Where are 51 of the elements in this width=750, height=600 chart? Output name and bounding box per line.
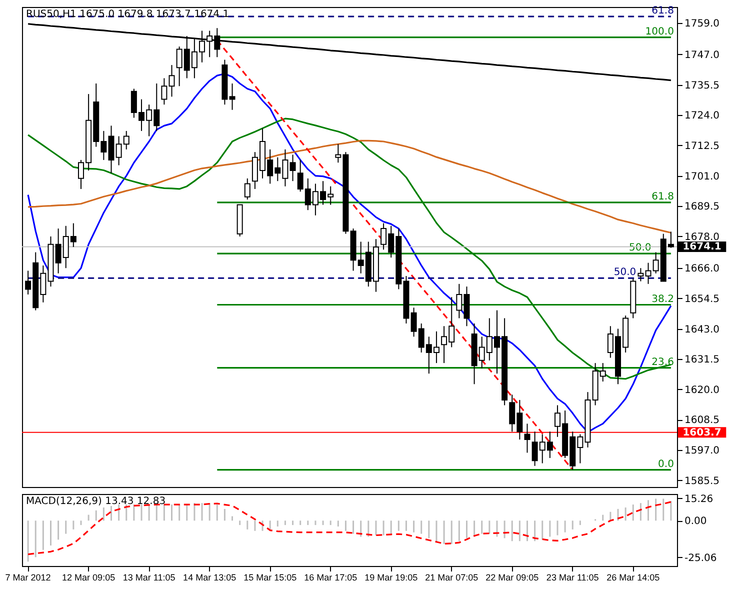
- series-label: 61.8: [652, 5, 674, 16]
- series-label: 100.0: [645, 26, 674, 38]
- y-tick-label: 1597.0: [684, 446, 720, 457]
- ref-line-label: 1674.1: [682, 242, 722, 253]
- line-series: [27, 23, 672, 82]
- candlestick: [161, 78, 168, 106]
- y-tick-label: 1759.0: [684, 18, 720, 30]
- x-tick-label: 21 Mar 07:05: [425, 572, 478, 582]
- x-tick-label: 13 Mar 11:05: [122, 572, 176, 582]
- x-tick-label: 26 Mar 14:05: [606, 572, 660, 582]
- series-label: 23.6: [652, 356, 674, 368]
- x-tick-label: 22 Mar 09:05: [486, 572, 539, 582]
- y-tick-label: 1608.5: [684, 415, 720, 426]
- x-tick-label: 15 Mar 15:05: [244, 572, 297, 582]
- candlestick: [168, 64, 175, 98]
- candlestick: [638, 268, 644, 282]
- candlestick: [290, 154, 296, 182]
- series-label: 0.0: [658, 458, 674, 470]
- y-tick-label: 1654.5: [684, 294, 720, 305]
- candlestick: [524, 423, 530, 454]
- y-tick-label: 1712.5: [684, 140, 720, 152]
- y-tick-label: 1689.5: [684, 202, 720, 213]
- line-series: [27, 72, 672, 433]
- line-series: [27, 118, 672, 380]
- y-tick-label: 0.00: [684, 516, 707, 528]
- y-tick-label: 1585.5: [684, 476, 720, 487]
- y-tick-label: 1678.0: [684, 232, 720, 243]
- series-label: 50.0: [614, 267, 636, 278]
- candlestick: [244, 178, 250, 200]
- x-tick-label: 14 Mar 13:05: [183, 572, 236, 582]
- y-tick-label: 1701.0: [684, 171, 720, 182]
- x-tick-label: 16 Mar 17:05: [304, 572, 358, 582]
- y-tick-label: 1747.0: [684, 50, 720, 61]
- y-tick-label: 1724.0: [684, 110, 720, 122]
- line-series: [27, 140, 672, 234]
- candlestick: [229, 82, 236, 110]
- y-tick-label: 1643.0: [684, 324, 720, 336]
- series-label: 61.8: [652, 191, 674, 202]
- x-tick-label: 23 Mar 11:05: [546, 572, 599, 582]
- y-tick-label: 1666.0: [684, 264, 720, 275]
- x-tick-label: 12 Mar 09:05: [62, 572, 116, 582]
- y-tick-label: -25.06: [684, 552, 717, 564]
- y-tick-label: 1631.5: [684, 354, 720, 366]
- x-tick-label: 19 Mar 19:05: [364, 572, 418, 582]
- ref-line-label: 1603.7: [682, 427, 722, 438]
- series-label: 38.2: [652, 294, 674, 305]
- y-tick-label: 15.26: [684, 494, 714, 505]
- y-tick-label: 1735.5: [684, 80, 720, 92]
- y-tick-label: 1620.0: [684, 384, 720, 396]
- chart-title: MACD(12,26,9) 13.43 12.83: [26, 496, 166, 507]
- x-tick-label: 7 Mar 2012: [5, 572, 51, 582]
